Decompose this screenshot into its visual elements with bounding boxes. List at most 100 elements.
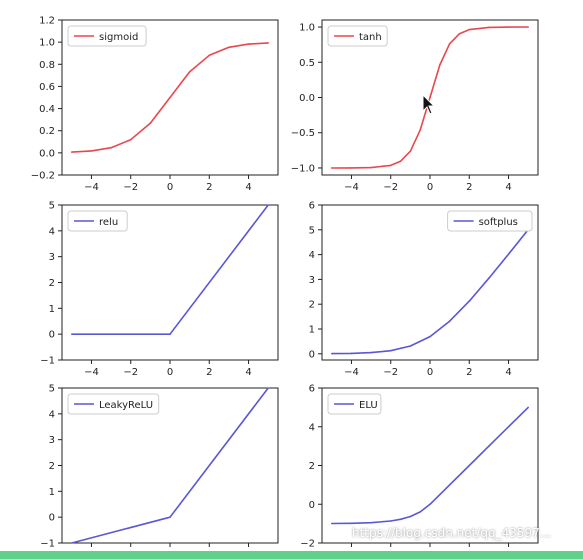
y-tick-label: 0.5 xyxy=(299,58,315,69)
data-point xyxy=(488,277,490,279)
data-point xyxy=(169,333,171,335)
subplot-3: −4 −2 0 2 4 −1 0 1 2 3 4 5 relu xyxy=(40,201,279,378)
data-point xyxy=(399,518,402,521)
legend-label: relu xyxy=(99,217,118,228)
data-point xyxy=(188,71,191,73)
data-point xyxy=(527,406,529,409)
x-tick-label: −2 xyxy=(123,182,138,193)
data-point xyxy=(129,138,132,141)
subplot-1: −4 −2 0 2 4 −0.2 0.0 0.2 0.4 0.6 0.8 1.0 1.2 sigmoid xyxy=(31,16,279,193)
data-point xyxy=(71,542,73,544)
legend-label: tanh xyxy=(359,32,382,43)
y-tick-label: 0.4 xyxy=(39,104,55,115)
data-point xyxy=(409,515,412,518)
y-tick-label: 2 xyxy=(49,278,55,289)
y-tick-label: 2 xyxy=(309,461,315,472)
data-point xyxy=(419,129,421,131)
data-point xyxy=(90,150,93,152)
y-tick-label: 0 xyxy=(309,500,315,511)
x-tick-label: −4 xyxy=(84,367,99,378)
data-point xyxy=(507,26,510,28)
data-point xyxy=(350,522,353,525)
y-tick-label: 5 xyxy=(49,384,55,395)
y-tick-label: 1.2 xyxy=(39,16,55,27)
y-tick-label: 3 xyxy=(49,252,55,263)
bottom-status-strip xyxy=(0,551,583,559)
data-point xyxy=(370,166,372,169)
legend-label: LeakyReLU xyxy=(99,400,153,411)
legend-label: sigmoid xyxy=(99,32,138,43)
data-point xyxy=(439,64,441,66)
legend-box xyxy=(327,25,388,47)
mouse-pointer-icon xyxy=(422,94,436,115)
data-point xyxy=(448,484,451,486)
x-tick-label: 0 xyxy=(427,367,433,378)
y-tick-label: 6 xyxy=(309,384,315,395)
y-tick-label: 1 xyxy=(49,304,55,315)
legend-box xyxy=(447,210,533,232)
y-tick-label: 0.8 xyxy=(39,60,55,71)
data-point xyxy=(409,345,412,347)
legend-label: ELU xyxy=(359,400,378,411)
data-point xyxy=(208,54,211,57)
y-tick-label: 0.0 xyxy=(39,148,55,159)
watermark-text: https://blog.csdn.net/qq_43597... xyxy=(352,526,552,540)
y-tick-label: 1.0 xyxy=(39,38,55,49)
x-tick-label: 0 xyxy=(427,182,433,193)
data-point xyxy=(429,96,431,99)
data-point xyxy=(389,520,392,522)
subplot-4: −4 −2 0 2 4 0 1 2 3 4 5 6 softplus xyxy=(309,201,539,378)
data-point xyxy=(389,349,392,352)
x-tick-label: 2 xyxy=(206,367,212,378)
x-tick-label: 4 xyxy=(505,367,511,378)
x-tick-label: 4 xyxy=(505,182,511,193)
x-tick-label: −2 xyxy=(383,367,398,378)
y-tick-label: −1 xyxy=(40,539,55,550)
data-point xyxy=(389,164,392,167)
y-tick-label: −1.0 xyxy=(291,163,315,174)
y-tick-label: −2 xyxy=(300,539,315,550)
data-point xyxy=(507,425,510,428)
legend: LeakyReLU xyxy=(67,393,160,415)
x-tick-label: −4 xyxy=(344,367,359,378)
y-tick-label: 3 xyxy=(49,435,55,446)
legend-label: softplus xyxy=(479,217,518,228)
data-point xyxy=(71,151,73,153)
data-point xyxy=(468,464,471,467)
y-tick-label: −0.5 xyxy=(291,128,315,139)
data-point xyxy=(429,503,431,506)
y-tick-label: 0.0 xyxy=(299,93,315,104)
data-point xyxy=(448,320,451,323)
data-point xyxy=(149,122,152,124)
x-tick-label: 2 xyxy=(206,182,212,193)
y-tick-label: 1.0 xyxy=(299,23,315,34)
data-point xyxy=(488,26,490,29)
y-tick-label: 0 xyxy=(49,330,55,341)
x-tick-label: −4 xyxy=(344,182,359,193)
data-point xyxy=(458,32,461,35)
legend-box xyxy=(327,393,382,415)
data-point xyxy=(350,167,353,169)
data-point xyxy=(331,352,333,355)
data-point xyxy=(429,335,431,338)
x-tick-label: −4 xyxy=(84,182,99,193)
x-tick-label: 2 xyxy=(466,367,472,378)
data-point xyxy=(267,42,269,44)
x-tick-label: −2 xyxy=(383,182,398,193)
y-tick-label: 4 xyxy=(49,226,55,237)
y-tick-label: 6 xyxy=(309,201,315,212)
y-tick-label: 4 xyxy=(309,250,315,261)
data-point xyxy=(71,333,73,335)
legend: softplus xyxy=(447,210,533,232)
y-tick-label: 2 xyxy=(49,461,55,472)
legend: relu xyxy=(67,210,128,232)
data-point xyxy=(228,46,230,49)
data-point xyxy=(399,160,402,163)
y-tick-label: 5 xyxy=(49,201,55,212)
x-tick-label: 4 xyxy=(245,367,251,378)
data-point xyxy=(350,352,353,355)
y-tick-label: 0 xyxy=(49,513,55,524)
data-point xyxy=(267,387,269,389)
